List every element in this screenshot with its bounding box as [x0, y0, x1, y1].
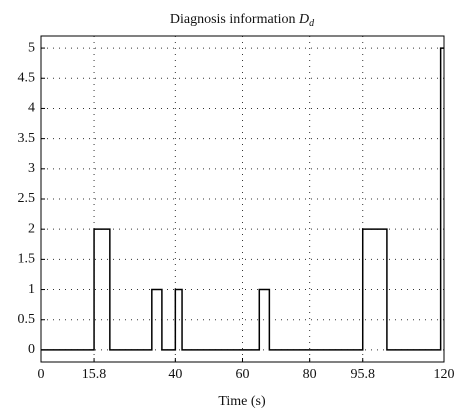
title-text: Diagnosis information	[170, 12, 296, 27]
x-tick-label: 0	[38, 367, 45, 382]
y-tick-label: 5	[28, 40, 35, 55]
y-tick-label: 3	[28, 161, 35, 176]
x-tick-label: 15.8	[82, 367, 107, 382]
x-tick-label: 95.8	[350, 367, 375, 382]
y-tick-label: 4	[28, 101, 35, 116]
x-axis-label: Time (s)	[218, 394, 266, 409]
y-tick-label: 0	[28, 342, 35, 357]
y-tick-label: 0.5	[18, 312, 36, 327]
y-tick-label: 1	[28, 282, 35, 297]
title-subscript: d	[309, 18, 315, 29]
x-tick-label: 80	[303, 367, 317, 382]
chart-title: Diagnosis information Dd	[170, 12, 315, 29]
y-tick-label: 2	[28, 221, 35, 236]
x-tick-label: 40	[168, 367, 182, 382]
y-tick-label: 2.5	[18, 191, 36, 206]
x-tick-label: 60	[236, 367, 250, 382]
title-symbol: D	[298, 12, 309, 27]
y-tick-label: 1.5	[18, 252, 36, 267]
y-tick-label: 3.5	[18, 131, 36, 146]
x-tick-label: 120	[434, 367, 455, 382]
data-line	[41, 47, 444, 351]
plot-frame	[40, 35, 445, 363]
y-tick-label: 4.5	[18, 70, 36, 85]
